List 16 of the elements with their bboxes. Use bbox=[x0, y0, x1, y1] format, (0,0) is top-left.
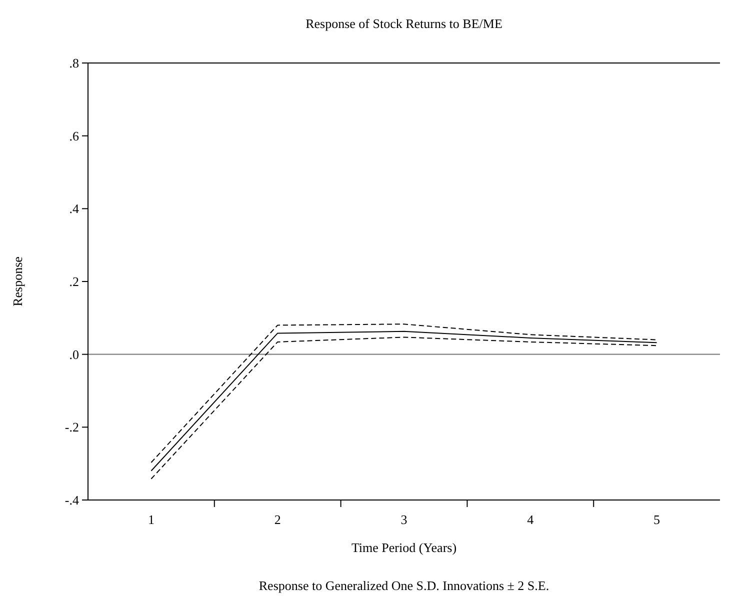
x-axis-title: Time Period (Years) bbox=[351, 540, 457, 555]
y-tick-label: .6 bbox=[69, 128, 80, 144]
text: Response to Generalized One S.D. Innovations ± 2 S.E. bbox=[258, 578, 550, 593]
x-tick-label: 4 bbox=[527, 512, 534, 527]
y-tick-label: .2 bbox=[69, 274, 79, 290]
x-tick-label: 5 bbox=[654, 512, 660, 527]
y-tick-label: -.4 bbox=[64, 492, 80, 508]
y-tick-label: .8 bbox=[69, 56, 79, 71]
y-axis-title: Response bbox=[10, 256, 25, 306]
chart-title: Response of Stock Returns to BE/ME bbox=[306, 16, 502, 31]
x-tick-label: 2 bbox=[274, 512, 281, 527]
y-tick-label: -.2 bbox=[64, 420, 79, 435]
x-tick-label: 1 bbox=[148, 512, 154, 527]
x-tick-label: 3 bbox=[400, 512, 408, 527]
y-tick-label: .0 bbox=[69, 346, 79, 362]
y-tick-label: .4 bbox=[69, 201, 80, 216]
